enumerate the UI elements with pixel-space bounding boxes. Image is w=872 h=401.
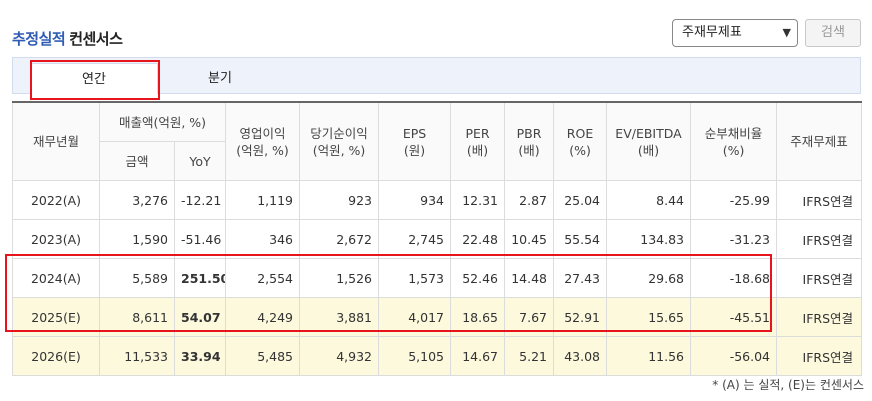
cell-yoy: -51.46	[173, 219, 227, 259]
cell-eps: 2,745	[378, 219, 452, 259]
col-net-debt-ratio: 순부채비율 (%)	[690, 101, 778, 181]
table-row: 2023(A) 1,590 -51.46 346 2,672 2,745 22.…	[12, 219, 863, 259]
cell-net: 4,932	[299, 336, 380, 376]
cell-net: 2,672	[299, 219, 380, 259]
consensus-table: 재무년월 매출액(억원, %) 영업이익 (억원, %) 당기순이익 (억원, …	[12, 101, 863, 376]
col-roe: ROE (%)	[553, 101, 608, 181]
col-sales-amount: 금액	[99, 141, 175, 181]
col-eps: EPS (원)	[378, 101, 452, 181]
cell-year: 2022(A)	[12, 180, 100, 220]
cell-pbr: 2.87	[504, 180, 555, 220]
cell-pbr: 14.48	[504, 258, 555, 298]
cell-std: IFRS연결	[776, 258, 863, 298]
cell-std: IFRS연결	[776, 219, 863, 259]
chevron-down-icon: ▼	[782, 26, 791, 39]
cell-pbr: 5.21	[504, 336, 555, 376]
cell-ev: 8.44	[606, 180, 692, 220]
search-button[interactable]: 검색	[805, 19, 861, 47]
cell-ev: 29.68	[606, 258, 692, 298]
cell-year: 2023(A)	[12, 219, 100, 259]
tab-quarterly[interactable]: 분기	[208, 71, 232, 86]
cell-roe: 55.54	[553, 219, 608, 259]
cell-net: 923	[299, 180, 380, 220]
cell-roe: 25.04	[553, 180, 608, 220]
select-value: 주재무제표	[682, 25, 742, 40]
col-pbr: PBR (배)	[504, 101, 555, 181]
title-estimate: 추정실적	[12, 30, 66, 48]
cell-per: 14.67	[450, 336, 506, 376]
table-row: 2022(A) 3,276 -12.21 1,119 923 934 12.31…	[12, 180, 863, 220]
cell-std: IFRS연결	[776, 180, 863, 220]
cell-eps: 5,105	[378, 336, 452, 376]
cell-roe: 43.08	[553, 336, 608, 376]
period-tabs: 연간 분기	[12, 57, 861, 94]
cell-op: 5,485	[225, 336, 301, 376]
tab-annual[interactable]: 연간	[30, 63, 158, 94]
col-year: 재무년월	[12, 101, 100, 181]
highlight-box-rows	[5, 254, 772, 332]
cell-debt: -56.04	[690, 336, 778, 376]
col-per: PER (배)	[450, 101, 506, 181]
footnote: * (A) 는 실적, (E)는 컨센서스	[712, 378, 864, 392]
col-ev-ebitda: EV/EBITDA (배)	[606, 101, 692, 181]
cell-op: 346	[225, 219, 301, 259]
cell-per: 22.48	[450, 219, 506, 259]
cell-debt: -31.23	[690, 219, 778, 259]
cell-ev: 134.83	[606, 219, 692, 259]
cell-sales: 1,590	[99, 219, 175, 259]
col-operating-profit: 영업이익 (억원, %)	[225, 101, 301, 181]
cell-op: 1,119	[225, 180, 301, 220]
section-title: 추정실적 컨센서스	[12, 28, 123, 48]
cell-debt: -25.99	[690, 180, 778, 220]
cell-per: 12.31	[450, 180, 506, 220]
highlight-box-tab	[30, 60, 160, 100]
statement-type-select[interactable]: 주재무제표 ▼	[672, 19, 798, 47]
cell-pbr: 10.45	[504, 219, 555, 259]
cell-per: 52.46	[450, 258, 506, 298]
cell-sales: 11,533	[99, 336, 175, 376]
cell-yoy: -12.21	[173, 180, 227, 220]
cell-yoy: 33.94	[173, 336, 227, 376]
cell-std: IFRS연결	[776, 297, 863, 337]
col-sales-yoy: YoY	[173, 141, 227, 181]
table-row: 2026(E) 11,533 33.94 5,485 4,932 5,105 1…	[12, 336, 863, 376]
col-net-income: 당기순이익 (억원, %)	[299, 101, 380, 181]
cell-eps: 934	[378, 180, 452, 220]
cell-sales: 3,276	[99, 180, 175, 220]
cell-net: 1,526	[299, 258, 380, 298]
col-statement-type: 주재무제표	[776, 101, 863, 181]
cell-year: 2026(E)	[12, 336, 100, 376]
title-consensus: 컨센서스	[69, 30, 123, 48]
col-sales-group: 매출액(억원, %)	[98, 101, 227, 142]
cell-std: IFRS연결	[776, 336, 863, 376]
cell-eps: 1,573	[378, 258, 452, 298]
cell-ev: 11.56	[606, 336, 692, 376]
